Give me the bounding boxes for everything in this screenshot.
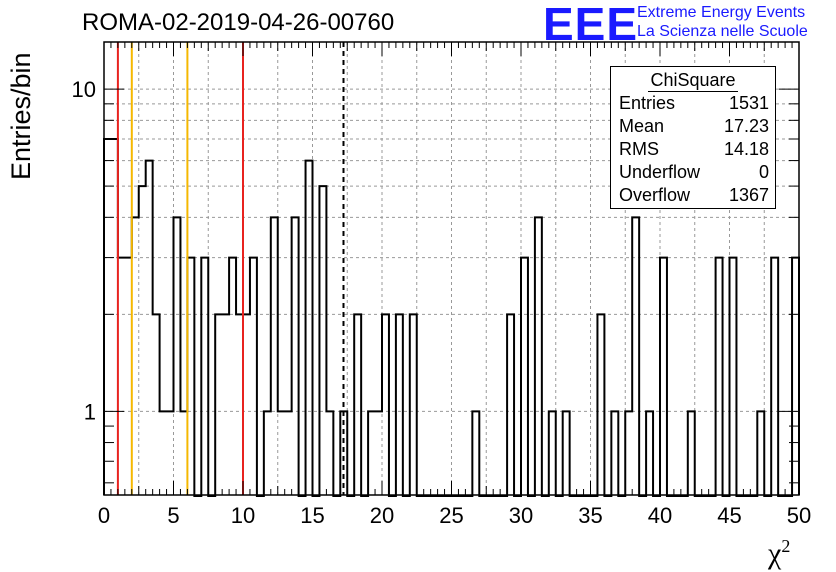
stats-box: ChiSquare Entries 1531 Mean 17.23 RMS 14.18… bbox=[610, 66, 776, 209]
y-tick-label: 10 bbox=[72, 77, 96, 102]
x-tick-label: 5 bbox=[167, 503, 179, 528]
stats-title-text: ChiSquare bbox=[648, 70, 738, 92]
eee-logo: EEE bbox=[543, 0, 639, 50]
histogram-outline bbox=[103, 138, 800, 497]
stats-value: 14.18 bbox=[723, 139, 769, 159]
x-tick-label: 45 bbox=[717, 503, 741, 528]
x-tick-label: 40 bbox=[648, 503, 672, 528]
stats-value: 1367 bbox=[728, 185, 769, 205]
x-axis-label-base: χ bbox=[768, 537, 782, 570]
stats-label: Underflow bbox=[619, 162, 701, 182]
chart-title: ROMA-02-2019-04-26-00760 bbox=[82, 9, 395, 36]
stats-row-mean: Mean 17.23 bbox=[611, 115, 775, 138]
x-tick-label: 30 bbox=[509, 503, 533, 528]
y-tick-label: 1 bbox=[84, 399, 96, 424]
stats-label: Overflow bbox=[619, 185, 691, 205]
stats-row-overflow: Overflow 1367 bbox=[611, 184, 775, 207]
logo-line-2: La Scienza nelle Scuole bbox=[637, 23, 808, 40]
x-tick-label: 10 bbox=[231, 503, 255, 528]
stats-label: RMS bbox=[619, 139, 659, 159]
x-tick-label: 0 bbox=[98, 503, 110, 528]
stats-value: 1531 bbox=[728, 93, 769, 113]
stats-value: 0 bbox=[758, 162, 769, 182]
stats-label: Entries bbox=[619, 93, 676, 113]
x-tick-label: 35 bbox=[578, 503, 602, 528]
stats-title: ChiSquare bbox=[611, 69, 775, 92]
stats-label: Mean bbox=[619, 116, 665, 136]
logo-line-1: Extreme Energy Events bbox=[637, 4, 806, 21]
x-tick-label: 15 bbox=[300, 503, 324, 528]
x-axis-label: χ2 bbox=[768, 536, 790, 571]
x-tick-label: 25 bbox=[439, 503, 463, 528]
stats-row-rms: RMS 14.18 bbox=[611, 138, 775, 161]
stats-value: 17.23 bbox=[723, 116, 769, 136]
x-tick-label: 50 bbox=[787, 503, 811, 528]
stats-row-entries: Entries 1531 bbox=[611, 92, 775, 115]
x-tick-label: 20 bbox=[370, 503, 394, 528]
stats-row-underflow: Underflow 0 bbox=[611, 161, 775, 184]
x-axis-label-superscript: 2 bbox=[781, 536, 791, 556]
